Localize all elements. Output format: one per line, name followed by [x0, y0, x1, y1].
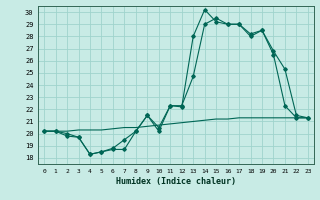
X-axis label: Humidex (Indice chaleur): Humidex (Indice chaleur) [116, 177, 236, 186]
